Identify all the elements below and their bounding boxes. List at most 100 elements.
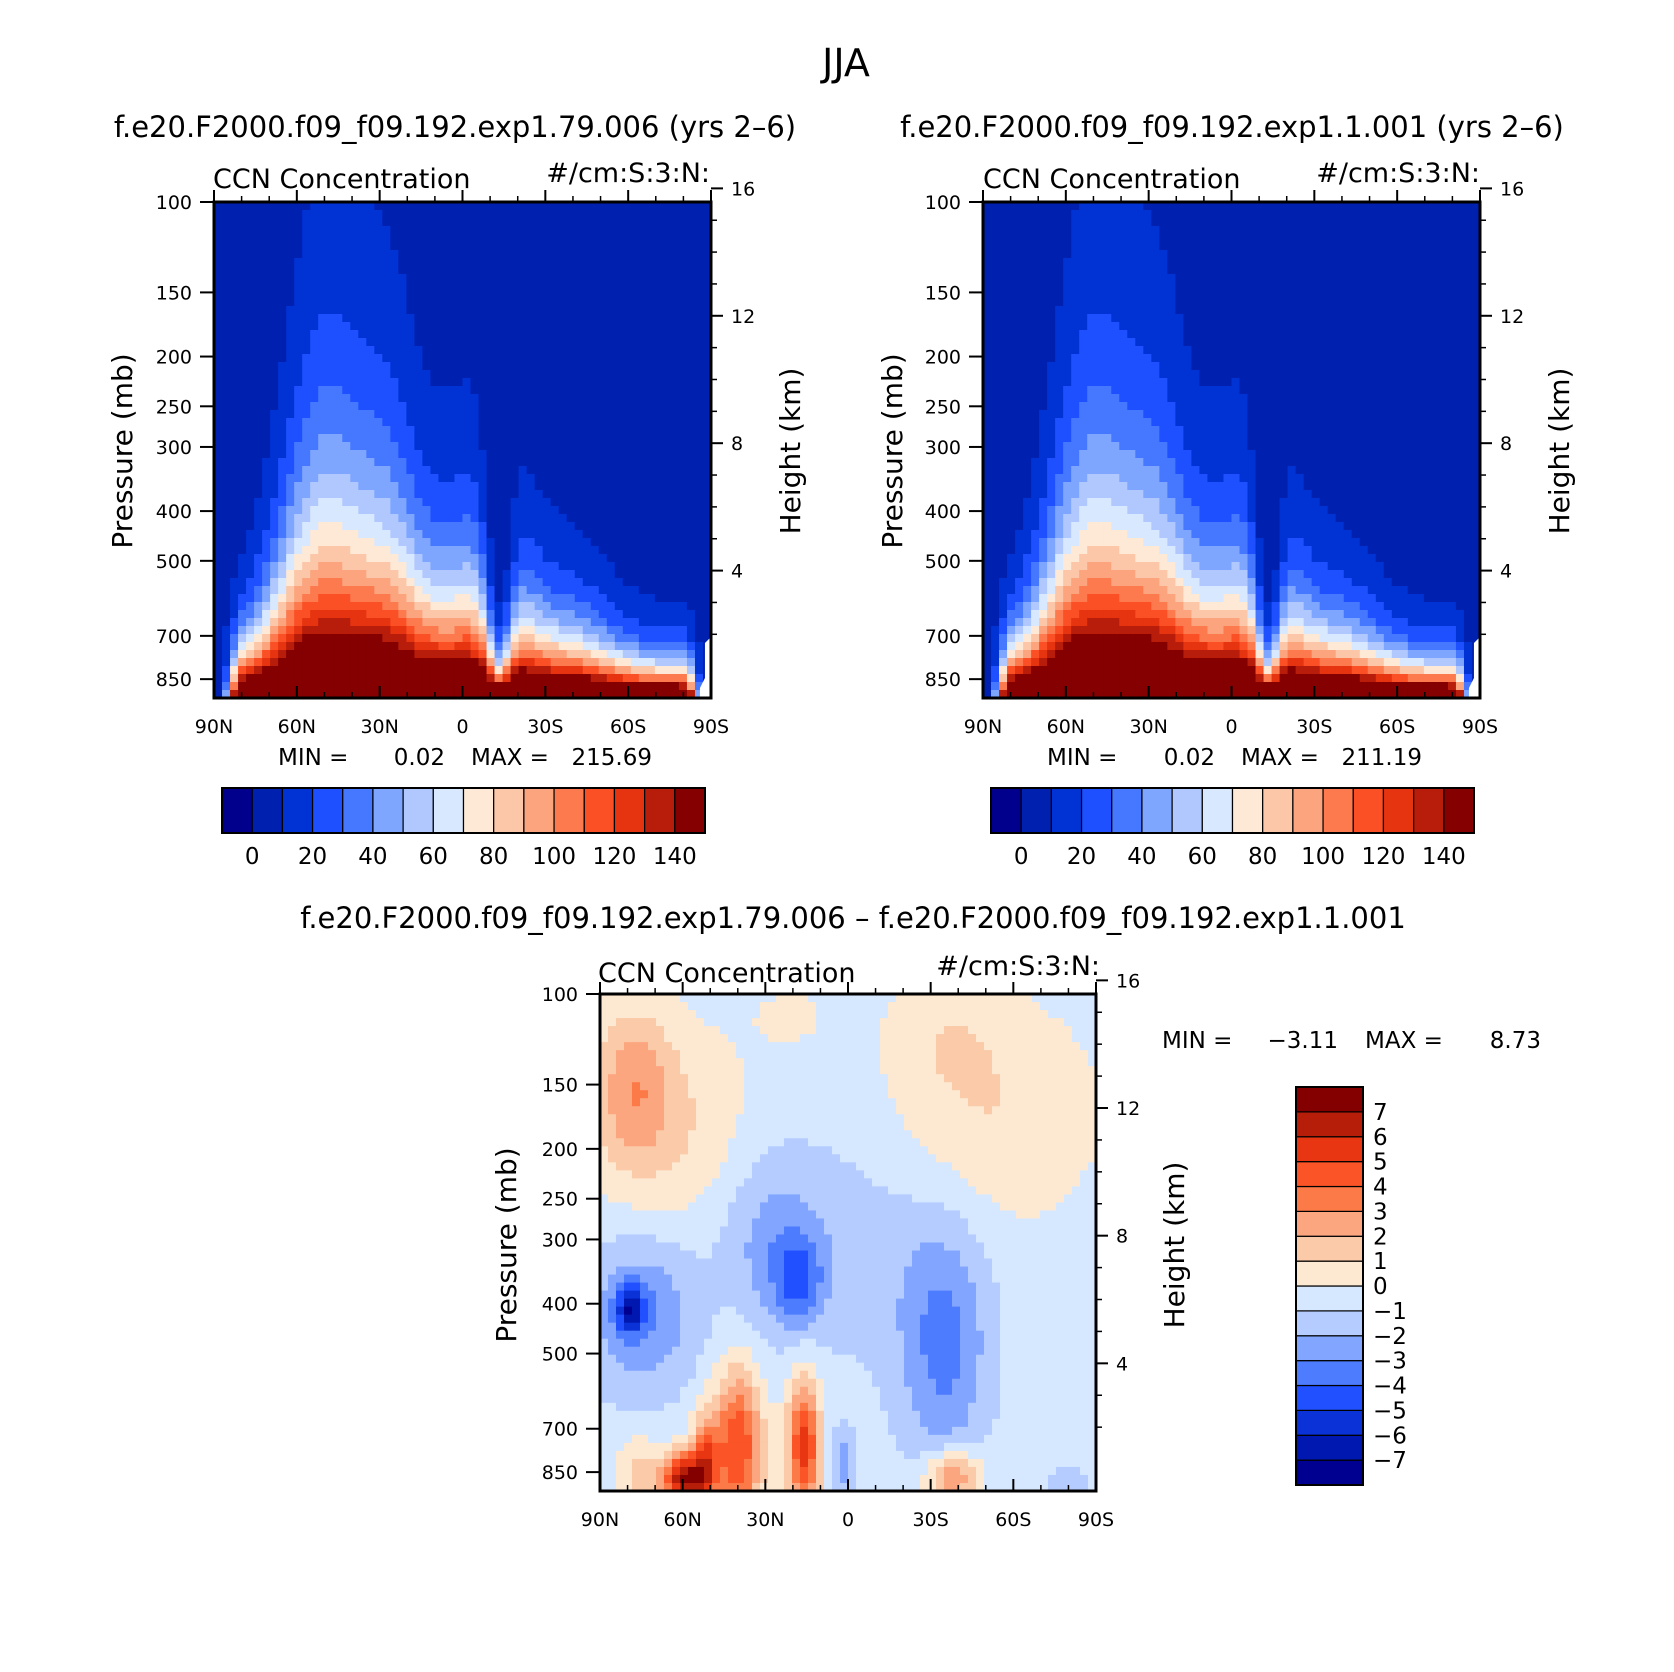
contour-cell [478, 546, 488, 555]
contour-cell [262, 346, 271, 355]
contour-cell [222, 466, 231, 475]
contour-cell [638, 674, 648, 683]
contour-cell [478, 610, 488, 619]
contour-cell [1231, 226, 1241, 235]
contour-cell [1447, 290, 1457, 299]
contour-cell [510, 690, 520, 699]
contour-cell [526, 258, 536, 267]
contour-cell [526, 234, 536, 243]
contour-cell [1255, 218, 1265, 227]
contour-cell [702, 514, 712, 523]
contour-cell [326, 482, 335, 491]
contour-cell [582, 418, 592, 427]
contour-cell [1103, 250, 1112, 259]
contour-cell [374, 650, 383, 659]
contour-cell [630, 602, 640, 611]
contour-cell [574, 410, 584, 419]
contour-cell [1423, 210, 1433, 219]
contour-cell [1351, 290, 1361, 299]
contour-cell [494, 642, 504, 651]
contour-cell [358, 650, 367, 659]
contour-cell [286, 618, 295, 627]
contour-cell [302, 570, 311, 579]
contour-cell [1263, 314, 1273, 323]
contour-cell [646, 370, 656, 379]
contour-cell [278, 370, 287, 379]
contour-cell [686, 402, 696, 411]
contour-cell [518, 354, 528, 363]
contour-cell [246, 442, 255, 451]
missing-data-mask [699, 620, 711, 698]
contour-cell [1255, 266, 1265, 275]
contour-cell [390, 426, 399, 435]
contour-cell [670, 682, 680, 691]
contour-cell [670, 418, 680, 427]
contour-cell [566, 546, 576, 555]
contour-cell [1351, 314, 1361, 323]
contour-cell [1295, 218, 1305, 227]
contour-cell [430, 578, 440, 587]
contour-cell [590, 538, 600, 547]
contour-cell [486, 338, 496, 347]
contour-cell [214, 386, 223, 395]
contour-cell [310, 434, 319, 443]
contour-cell [438, 658, 448, 667]
contour-cell [462, 554, 472, 563]
contour-cell [518, 386, 528, 395]
contour-cell [1335, 258, 1345, 267]
contour-cell [366, 642, 375, 651]
contour-cell [646, 282, 656, 291]
contour-cell [1087, 226, 1096, 235]
contour-cell [983, 330, 992, 339]
contour-cell [1255, 202, 1265, 211]
contour-cell [518, 562, 528, 571]
contour-cell [422, 218, 432, 227]
contour-cell [310, 402, 319, 411]
contour-cell [1207, 314, 1217, 323]
contour-cell [662, 242, 672, 251]
contour-cell [542, 650, 552, 659]
contour-cell [494, 690, 504, 699]
contour-cell [214, 506, 223, 515]
contour-cell [318, 634, 327, 643]
contour-cell [662, 522, 672, 531]
contour-cell [462, 506, 472, 515]
contour-cell [606, 514, 616, 523]
contour-cell [214, 274, 223, 283]
contour-cell [502, 626, 512, 635]
contour-cell [222, 578, 231, 587]
contour-cell [350, 306, 359, 315]
contour-cell [422, 498, 432, 507]
contour-cell [590, 474, 600, 483]
contour-cell [670, 322, 680, 331]
contour-cell [446, 474, 456, 483]
contour-cell [334, 442, 343, 451]
contour-cell [462, 378, 472, 387]
contour-cell [654, 682, 664, 691]
contour-cell [534, 394, 544, 403]
contour-cell [382, 386, 391, 395]
contour-cell [526, 274, 536, 283]
contour-cell [1455, 274, 1465, 283]
contour-cell [1023, 322, 1032, 331]
contour-cell [390, 322, 399, 331]
contour-cell [454, 682, 464, 691]
contour-cell [230, 682, 239, 691]
contour-cell [1247, 290, 1257, 299]
contour-cell [1103, 314, 1112, 323]
contour-cell [438, 666, 448, 675]
contour-cell [358, 306, 367, 315]
contour-cell [374, 410, 383, 419]
contour-cell [238, 594, 247, 603]
contour-cell [414, 506, 424, 515]
contour-cell [662, 562, 672, 571]
contour-cell [446, 514, 456, 523]
contour-cell [526, 506, 536, 515]
contour-cell [630, 594, 640, 603]
contour-cell [646, 562, 656, 571]
contour-cell [406, 490, 416, 499]
contour-cell [366, 506, 375, 515]
contour-cell [494, 650, 504, 659]
contour-cell [558, 434, 568, 443]
contour-cell [406, 202, 416, 211]
